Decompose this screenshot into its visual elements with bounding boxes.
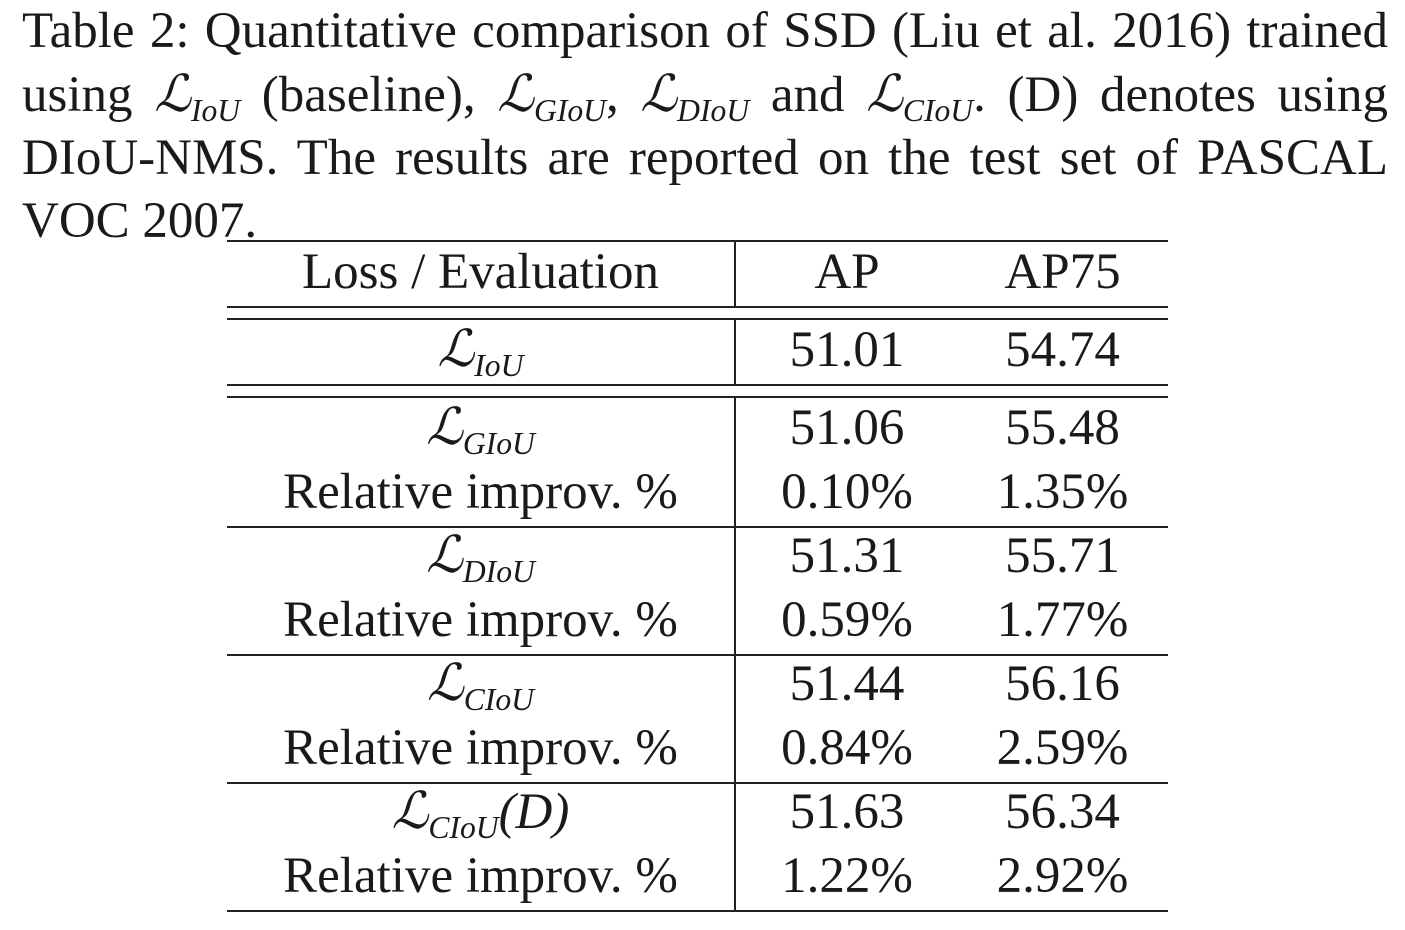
cell-ap: 0.84% xyxy=(781,720,913,776)
table-top-rule xyxy=(227,240,1168,242)
cell-ap: 0.59% xyxy=(781,592,913,648)
cell-ap: 51.06 xyxy=(789,400,905,456)
cell-ap75: 56.16 xyxy=(1005,656,1120,712)
row-label-loss-ciou-d: ℒCIoU(D) xyxy=(391,782,570,846)
baseline-double-rule xyxy=(227,396,1168,398)
cell-ap75: 2.59% xyxy=(996,720,1129,776)
cell-ap: 51.63 xyxy=(789,784,905,840)
cell-ap: 0.10% xyxy=(781,464,913,520)
row-label-relative-improvement: Relative improv. % xyxy=(283,464,678,520)
caption-text: , xyxy=(606,67,641,123)
cell-ap75: 56.34 xyxy=(1005,784,1120,840)
group-rule xyxy=(227,654,1168,656)
column-separator xyxy=(734,318,736,384)
column-separator xyxy=(734,240,736,306)
caption-text: (baseline), xyxy=(240,67,498,123)
cell-ap75: 1.77% xyxy=(996,592,1129,648)
cell-ap75: 54.74 xyxy=(1005,322,1120,378)
cell-ap: 1.22% xyxy=(781,848,913,904)
column-separator xyxy=(734,396,736,910)
cell-ap: 51.44 xyxy=(789,656,905,712)
caption-text: Table 2: Quantitative comparison of SSD … xyxy=(22,3,1388,123)
header-double-rule xyxy=(227,318,1168,320)
row-label-loss-ciou: ℒCIoU xyxy=(427,654,534,718)
cell-ap75: 55.48 xyxy=(1005,400,1120,456)
group-rule xyxy=(227,782,1168,784)
cell-ap75: 55.71 xyxy=(1005,528,1120,584)
table-caption: Table 2: Quantitative comparison of SSD … xyxy=(22,0,1388,253)
table-bottom-rule xyxy=(227,910,1168,912)
loss-giou-symbol: ℒGIoU xyxy=(497,65,606,129)
caption-text: and xyxy=(749,67,867,123)
baseline-rule xyxy=(227,384,1168,386)
header-ap: AP xyxy=(814,244,880,300)
header-rule xyxy=(227,306,1168,308)
cell-ap: 51.01 xyxy=(789,322,905,378)
header-ap75: AP75 xyxy=(1004,244,1121,300)
caption-text: . (D) denotes using DIoU-NMS. The result… xyxy=(22,67,1388,249)
group-rule xyxy=(227,526,1168,528)
row-label-loss-giou: ℒGIoU xyxy=(426,398,535,462)
header-loss-evaluation: Loss / Evaluation xyxy=(302,244,659,300)
loss-diou-symbol: ℒDIoU xyxy=(640,65,750,129)
row-label-relative-improvement: Relative improv. % xyxy=(283,720,678,776)
cell-ap: 51.31 xyxy=(789,528,905,584)
cell-ap75: 2.92% xyxy=(996,848,1129,904)
row-label-loss-diou: ℒDIoU xyxy=(426,526,535,590)
cell-ap75: 1.35% xyxy=(996,464,1129,520)
row-label-relative-improvement: Relative improv. % xyxy=(283,592,678,648)
loss-ciou-symbol: ℒCIoU xyxy=(866,65,974,129)
row-label-loss-iou: ℒIoU xyxy=(437,320,524,384)
loss-iou-symbol: ℒIoU xyxy=(154,65,241,129)
row-label-relative-improvement: Relative improv. % xyxy=(283,848,678,904)
